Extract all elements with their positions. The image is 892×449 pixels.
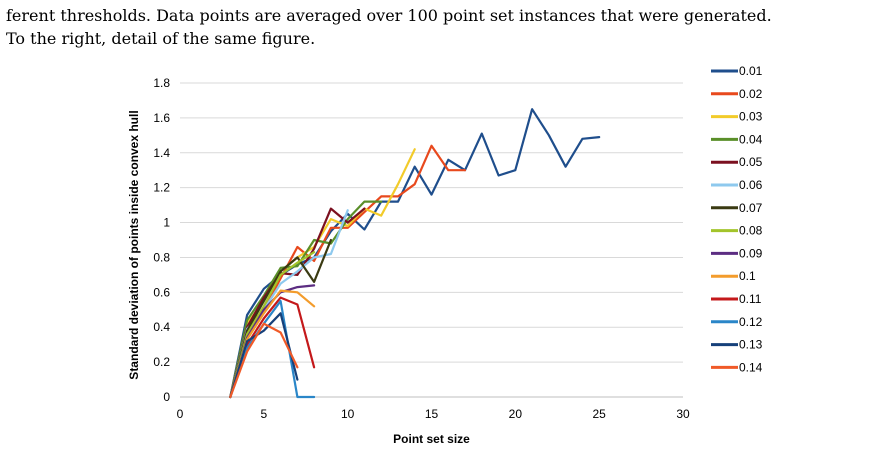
series-line xyxy=(229,251,316,399)
legend-label: 0.05 xyxy=(739,155,763,169)
legend-label: 0.01 xyxy=(739,64,763,78)
y-tick-label: 0.4 xyxy=(153,320,170,334)
series-line xyxy=(229,322,299,399)
legend-label: 0.02 xyxy=(739,87,763,101)
series-line xyxy=(229,144,467,399)
legend-label: 0.08 xyxy=(739,224,763,238)
legend-label: 0.14 xyxy=(739,360,763,374)
y-tick-label: 1.8 xyxy=(153,76,170,90)
x-tick-label: 20 xyxy=(509,407,523,421)
legend-label: 0.06 xyxy=(739,178,763,192)
y-axis-title: Standard deviation of points inside conv… xyxy=(127,110,141,379)
legend-label: 0.09 xyxy=(739,246,763,260)
legend-label: 0.1 xyxy=(739,269,756,283)
figure-caption: ferent thresholds. Data points are avera… xyxy=(6,4,886,50)
y-tick-label: 0 xyxy=(163,390,170,404)
legend-label: 0.07 xyxy=(739,201,763,215)
series-line xyxy=(229,238,332,399)
x-tick-label: 10 xyxy=(341,407,355,421)
legend-label: 0.11 xyxy=(739,292,762,306)
series-line xyxy=(229,209,349,399)
x-tick-label: 30 xyxy=(676,407,690,421)
x-tick-label: 5 xyxy=(260,407,267,421)
series-line xyxy=(229,312,299,399)
legend-label: 0.03 xyxy=(739,110,763,124)
x-axis-title: Point set size xyxy=(393,432,470,446)
legend-label: 0.13 xyxy=(739,338,763,352)
y-tick-label: 1.6 xyxy=(153,111,170,125)
series-line xyxy=(229,148,416,399)
legend-label: 0.04 xyxy=(739,132,763,146)
y-tick-label: 1.2 xyxy=(153,181,170,195)
y-tick-label: 1.4 xyxy=(153,146,170,160)
caption-line-2: To the right, detail of the same figure. xyxy=(6,29,316,48)
x-tick-label: 25 xyxy=(592,407,606,421)
y-tick-label: 0.6 xyxy=(153,285,170,299)
y-tick-label: 1 xyxy=(163,216,170,230)
x-tick-label: 15 xyxy=(425,407,439,421)
series-line xyxy=(229,207,366,399)
x-tick-label: 0 xyxy=(177,407,184,421)
caption-line-1: ferent thresholds. Data points are avera… xyxy=(6,6,772,25)
series-line xyxy=(229,200,383,399)
y-tick-label: 0.8 xyxy=(153,250,170,264)
legend-label: 0.12 xyxy=(739,315,763,329)
y-tick-label: 0.2 xyxy=(153,355,170,369)
